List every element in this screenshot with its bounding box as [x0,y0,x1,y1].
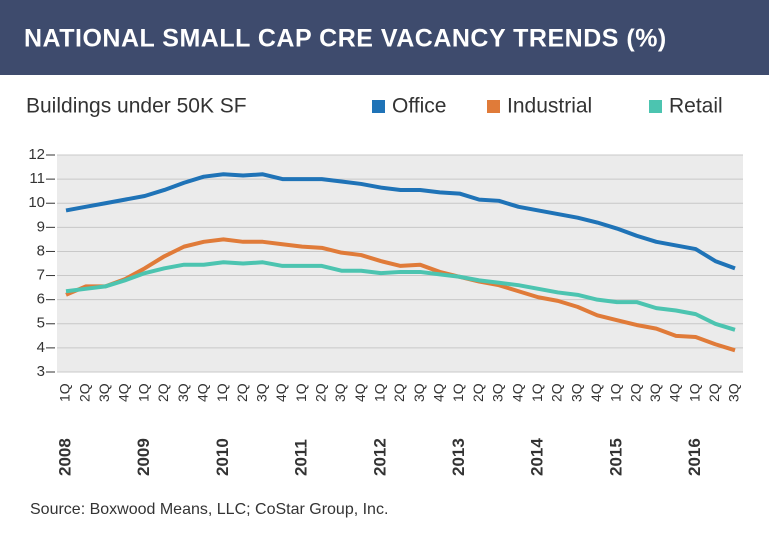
legend-label: Industrial [507,95,592,118]
year-label: 2015 [606,438,625,476]
legend-swatch [649,100,662,113]
x-tick-label: 2Q [155,383,171,402]
y-tick-label: 5 [37,315,45,332]
x-tick-label: 4Q [273,383,289,402]
x-tick-label: 2Q [627,383,643,402]
x-tick-label: 3Q [253,383,269,402]
legend-label: Office [392,95,446,118]
x-tick-label: 4Q [194,383,210,402]
source-note: Source: Boxwood Means, LLC; CoStar Group… [30,501,388,518]
x-tick-label: 3Q [490,383,506,402]
legend-label: Retail [669,95,723,118]
x-tick-label: 1Q [450,383,466,402]
x-tick-label: 2Q [706,383,722,402]
x-tick-label: 1Q [135,383,151,402]
x-tick-label: 1Q [608,383,624,402]
x-tick-label: 3Q [411,383,427,402]
x-tick-label: 1Q [293,383,309,402]
x-tick-label: 2Q [76,383,92,402]
year-label: 2008 [55,438,74,476]
year-label: 2013 [449,438,468,476]
series-line [65,260,736,332]
y-tick-label: 4 [37,339,45,356]
x-tick-label: 3Q [568,383,584,402]
y-tick-label: 9 [37,218,45,235]
x-tick-label: 3Q [332,383,348,402]
header-band [0,0,769,75]
series-line [65,237,736,353]
x-tick-label: 3Q [96,383,112,402]
x-tick-label: 1Q [57,383,73,402]
legend-swatch [487,100,500,113]
x-tick-label: 2Q [312,383,328,402]
y-tick-label: 11 [29,170,45,187]
y-tick-label: 6 [37,291,45,308]
series-line [65,172,736,271]
x-tick-label: 4Q [667,383,683,402]
year-label: 2016 [685,438,704,476]
x-tick-label: 3Q [726,383,742,402]
x-tick-label: 2Q [391,383,407,402]
x-tick-label: 4Q [352,383,368,402]
x-tick-label: 1Q [214,383,230,402]
y-tick-label: 10 [28,194,45,211]
x-tick-label: 3Q [647,383,663,402]
year-label: 2009 [134,438,153,476]
y-tick-label: 12 [28,146,45,163]
plot-area [57,155,743,372]
x-tick-label: 4Q [116,383,132,402]
year-label: 2011 [292,439,311,476]
x-tick-label: 3Q [175,383,191,402]
x-tick-label: 4Q [509,383,525,402]
x-tick-label: 2Q [470,383,486,402]
legend-swatch [372,100,385,113]
y-tick-label: 3 [37,363,45,380]
year-label: 2012 [370,438,389,476]
x-tick-label: 1Q [529,383,545,402]
y-tick-label: 8 [37,242,45,259]
year-label: 2014 [528,438,547,476]
chart-subtitle: Buildings under 50K SF [26,95,247,118]
x-tick-label: 1Q [372,383,388,402]
x-tick-label: 4Q [588,383,604,402]
chart-title: NATIONAL SMALL CAP CRE VACANCY TRENDS (%… [24,25,667,53]
year-label: 2010 [213,438,232,476]
x-tick-label: 1Q [686,383,702,402]
x-tick-label: 2Q [234,383,250,402]
y-tick-label: 7 [37,267,45,284]
x-tick-label: 2Q [549,383,565,402]
x-tick-label: 4Q [431,383,447,402]
